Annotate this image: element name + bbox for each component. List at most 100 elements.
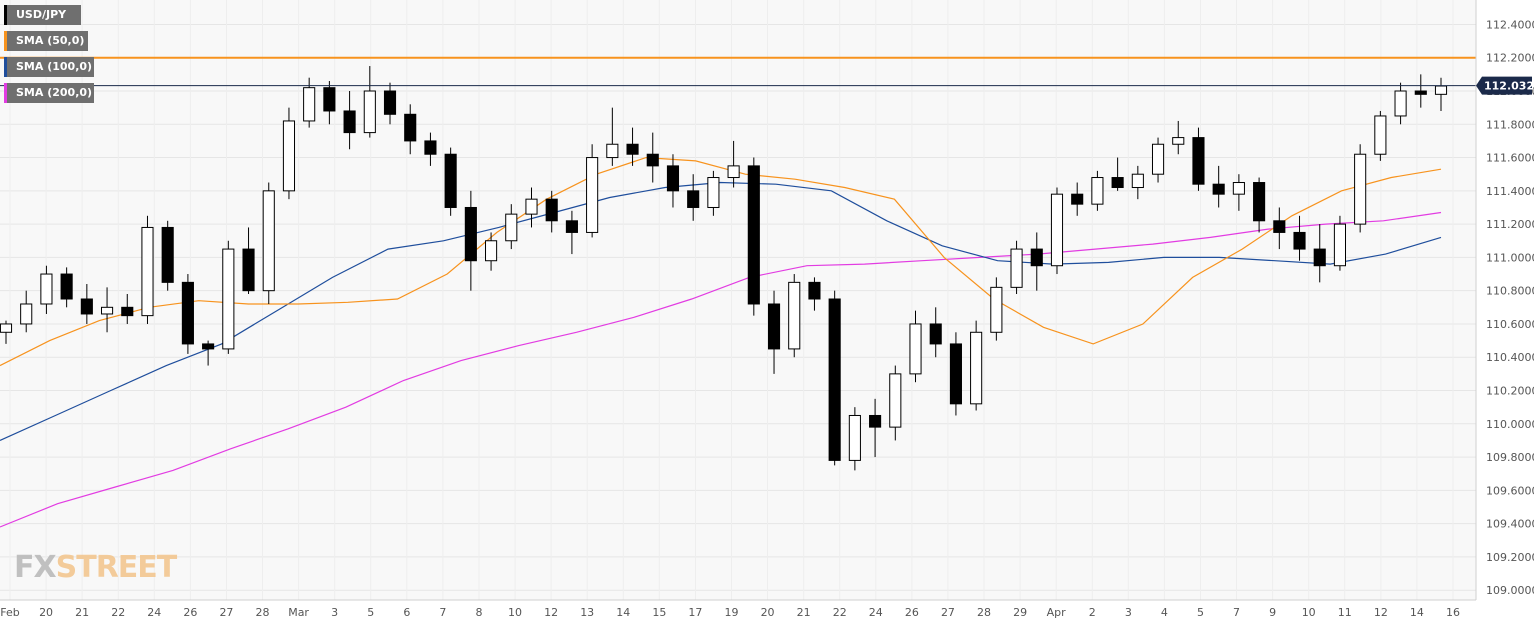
x-tick-label: 6 [403, 606, 410, 619]
sma-50-line [0, 156, 1442, 367]
candle-body [404, 113, 417, 142]
grid [0, 23, 1476, 591]
candle-body [1172, 137, 1185, 145]
candle-body [323, 87, 336, 112]
candle-body [20, 303, 33, 325]
x-tick-label: 26 [183, 606, 197, 619]
candle-body [1212, 183, 1225, 195]
candle-body [1394, 90, 1407, 117]
candle-body [727, 165, 740, 179]
current-price-tag: 112.0320 [1476, 76, 1534, 95]
candle-body [363, 90, 376, 134]
candle-body [80, 298, 93, 315]
x-tick-label: 26 [905, 606, 919, 619]
candle-body [464, 206, 477, 262]
x-tick-label: 10 [1302, 606, 1316, 619]
x-tick-label: 27 [219, 606, 233, 619]
candle-body [303, 87, 316, 122]
x-tick-label: 7 [439, 606, 446, 619]
y-tick-label: 109.2000 [1486, 551, 1534, 564]
x-axis: Feb 20 21 22 24 26 27 28 Mar 3 5 6 7 8 10 12 13 14 15 17 19 2… [0, 599, 1476, 619]
x-tick-label: 24 [147, 606, 161, 619]
x-tick-label: 9 [1269, 606, 1276, 619]
candle-body [1354, 153, 1367, 225]
x-tick-label: 20 [761, 606, 775, 619]
sma-100-line [0, 181, 1442, 441]
y-axis: 112.4000112.2000112.0000111.8000111.6000… [1475, 0, 1534, 600]
candle-body [848, 414, 861, 461]
y-tick-label: 110.2000 [1486, 385, 1534, 398]
x-tick-label: 22 [833, 606, 847, 619]
x-tick-label: 17 [688, 606, 702, 619]
candle-body [444, 153, 457, 208]
sma-200-line [0, 211, 1442, 528]
x-tick-label: 5 [1197, 606, 1204, 619]
candle-body [666, 165, 680, 192]
y-tick-label: 111.4000 [1486, 185, 1534, 198]
candle-body [485, 240, 498, 262]
legend-item-usdjpy[interactable]: USD/JPY [4, 5, 81, 25]
x-tick-label: 21 [797, 606, 811, 619]
x-tick-label: 22 [111, 606, 125, 619]
candle-body [586, 157, 599, 233]
candle-body [40, 273, 53, 305]
x-tick-label: 12 [1374, 606, 1388, 619]
legend-item-sma100[interactable]: SMA (100,0) [4, 57, 94, 77]
price-tag-text: 112.0320 [1484, 80, 1534, 93]
legend: USD/JPY SMA (50,0) SMA (100,0) SMA (200,… [4, 5, 104, 109]
x-tick-label: 15 [652, 606, 666, 619]
candle-body [949, 343, 962, 405]
x-tick-label: 27 [941, 606, 955, 619]
candle-body [202, 343, 215, 350]
x-tick-label: 7 [1233, 606, 1240, 619]
x-tick-label: 29 [1013, 606, 1027, 619]
candle-body [970, 331, 983, 405]
legend-item-sma50[interactable]: SMA (50,0) [4, 31, 88, 51]
candle-body [929, 323, 942, 345]
candle-body [1091, 177, 1104, 205]
candle-body [767, 303, 781, 350]
y-tick-label: 109.4000 [1486, 518, 1534, 531]
x-tick-label: 14 [616, 606, 630, 619]
candle-body [505, 213, 518, 242]
candle-body [383, 90, 397, 115]
candle-body [606, 143, 619, 159]
candle-body [788, 281, 801, 350]
candle-body [242, 248, 255, 292]
x-tick-label: 3 [1125, 606, 1132, 619]
sma-lines [0, 156, 1442, 528]
x-tick-label: Apr [1047, 606, 1067, 619]
y-tick-label: 111.2000 [1486, 218, 1534, 231]
candle-body [1050, 193, 1064, 267]
candle-body [808, 281, 821, 300]
candle-body [646, 153, 659, 167]
candle-body [990, 286, 1003, 333]
candle-body [282, 120, 296, 192]
candle-body [626, 143, 639, 155]
candle-body [1414, 90, 1427, 95]
candle-body [343, 110, 356, 134]
candle-body [1192, 137, 1205, 185]
candle-body [161, 226, 174, 283]
y-tick-label: 110.6000 [1486, 318, 1534, 331]
y-tick-label: 111.8000 [1486, 118, 1534, 131]
fxstreet-logo: FXSTREET [14, 550, 177, 585]
x-tick-label: 28 [256, 606, 270, 619]
legend-item-sma200[interactable]: SMA (200,0) [4, 83, 94, 103]
candle-body [60, 273, 73, 300]
candle-body [424, 140, 437, 155]
candle-body [1071, 193, 1084, 205]
candle-body [1151, 143, 1165, 175]
candle-body [222, 248, 235, 350]
candle-body [747, 165, 760, 305]
x-tick-label: 13 [580, 606, 594, 619]
y-tick-label: 112.4000 [1486, 18, 1534, 31]
y-tick-label: 112.2000 [1486, 52, 1534, 65]
candle-body [1333, 223, 1347, 267]
y-tick-label: 110.0000 [1486, 418, 1534, 431]
price-tag-box [1476, 76, 1532, 95]
candle-body [1131, 173, 1144, 189]
y-tick-label: 110.8000 [1486, 285, 1534, 298]
y-tick-label: 109.0000 [1486, 584, 1534, 597]
